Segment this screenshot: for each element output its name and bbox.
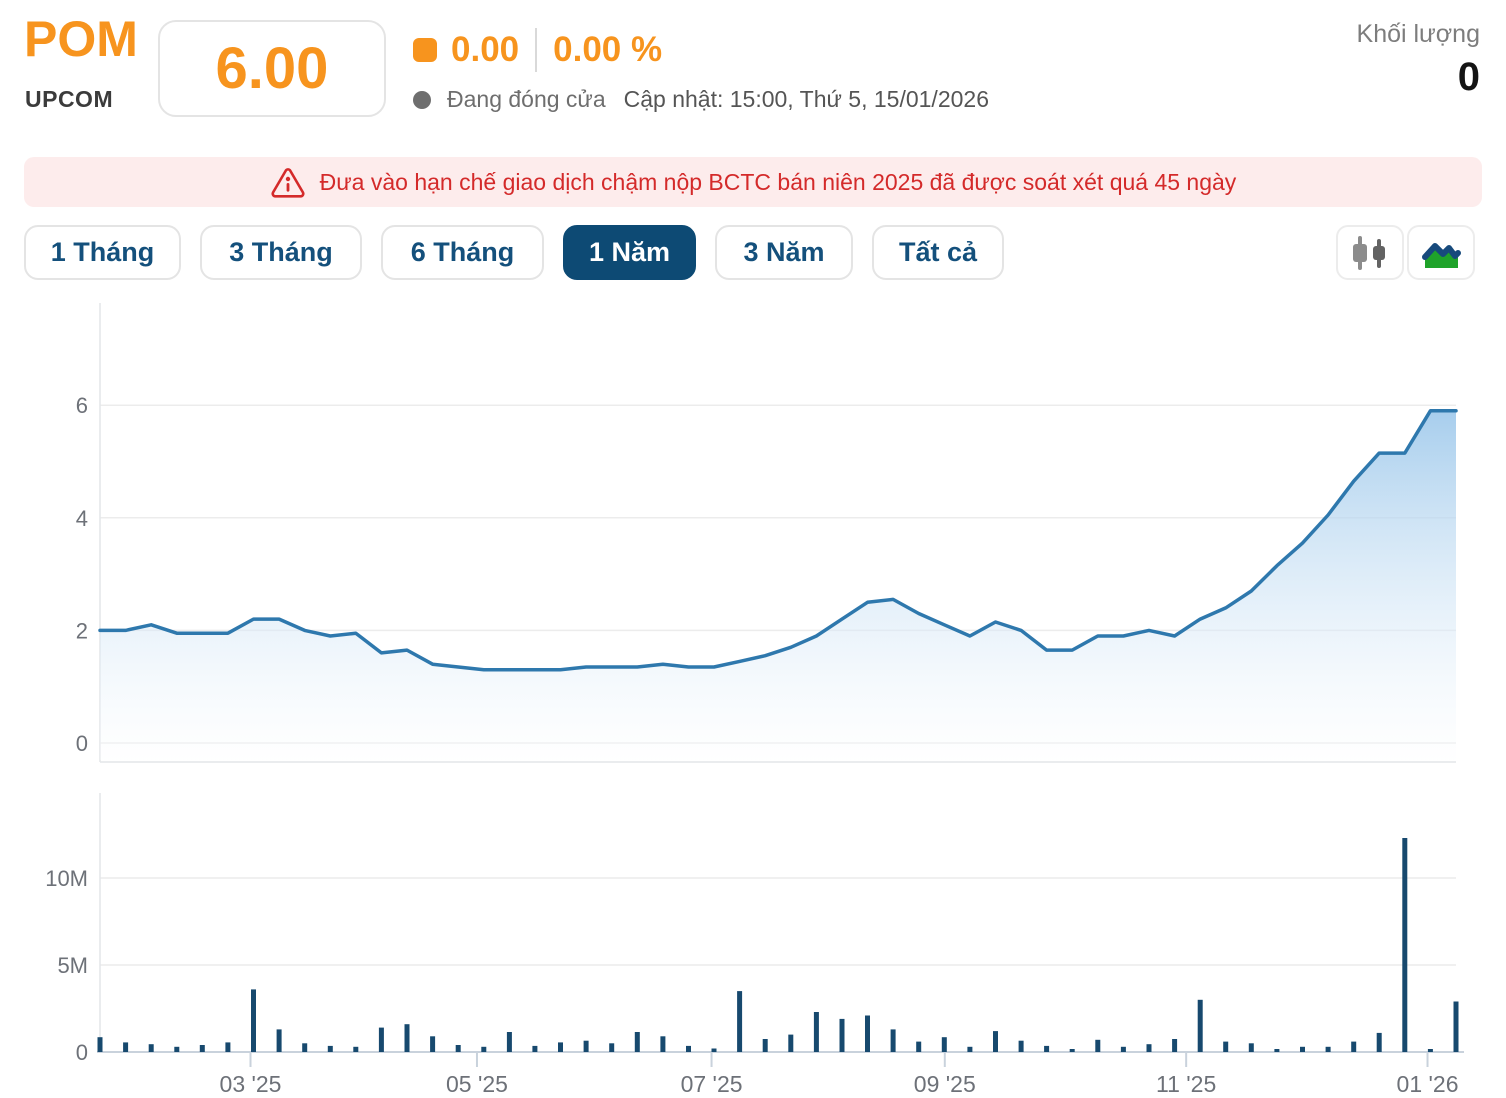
price-grid: 0 2 4 6 — [76, 303, 1456, 763]
price-area — [100, 410, 1456, 760]
last-updated: Cập nhật: 15:00, Thứ 5, 15/01/2026 — [623, 86, 989, 112]
x-axis-label: 03 '25 — [220, 1071, 282, 1097]
price-y-axis-label: 0 — [76, 731, 88, 756]
volume-block: Khối lượng 0 — [1357, 20, 1480, 100]
volume-bars — [97, 838, 1459, 1052]
volume-label: Khối lượng — [1356, 20, 1480, 48]
change-divider — [535, 28, 538, 72]
price-change-row: 0.00 0.00 % — [413, 26, 662, 74]
market-status-row: Đang đóng cửa Cập nhật: 15:00, Thứ 5, 15… — [413, 86, 989, 113]
chart-type-switch — [1336, 225, 1475, 280]
ticker-symbol: POM — [24, 11, 138, 67]
range-tab-tat-ca[interactable]: Tất cả — [872, 225, 1004, 280]
volume-y-axis-label: 5M — [57, 953, 88, 978]
candlestick-icon — [1353, 235, 1385, 270]
market-status: Đang đóng cửa — [447, 86, 606, 112]
change-value: 0.00 — [451, 30, 520, 69]
market-closed-dot-icon — [413, 90, 431, 109]
price-y-axis-label: 2 — [76, 618, 88, 643]
change-percent: 0.00 % — [553, 30, 663, 69]
range-tab-1-nam[interactable]: 1 Năm — [563, 225, 696, 280]
x-axis-label: 09 '25 — [914, 1071, 976, 1097]
range-tab-6-thang[interactable]: 6 Tháng — [381, 225, 544, 280]
price-y-axis-label: 4 — [76, 506, 88, 531]
x-axis: 03 '25 05 '25 07 '25 09 '25 11 '25 01 '26 — [220, 1052, 1459, 1097]
area-chart-icon — [1422, 242, 1461, 268]
volume-grid: 0 5M 10M — [45, 793, 1464, 1065]
range-tab-1-thang[interactable]: 1 Tháng — [24, 225, 181, 280]
x-axis-label: 01 '26 — [1397, 1071, 1459, 1097]
price-y-axis-label: 6 — [76, 393, 88, 418]
warning-text: Đưa vào hạn chế giao dịch chậm nộp BCTC … — [319, 168, 1237, 195]
candlestick-chart-button[interactable] — [1336, 225, 1404, 280]
price-box: 6.00 — [158, 20, 386, 117]
warning-banner: Đưa vào hạn chế giao dịch chậm nộp BCTC … — [24, 157, 1482, 207]
volume-y-axis-label: 10M — [45, 866, 88, 891]
range-toolbar: 1 Tháng 3 Tháng 6 Tháng 1 Năm 3 Năm Tất … — [24, 225, 1475, 280]
x-axis-label: 05 '25 — [446, 1071, 508, 1097]
x-axis-label: 07 '25 — [681, 1071, 743, 1097]
x-axis-label: 11 '25 — [1156, 1071, 1216, 1097]
current-price: 6.00 — [215, 36, 329, 101]
area-chart-button[interactable] — [1407, 225, 1475, 280]
change-flat-icon — [413, 38, 437, 62]
volume-value: 0 — [1457, 55, 1480, 99]
range-tab-3-thang[interactable]: 3 Tháng — [200, 225, 362, 280]
volume-y-axis-label: 0 — [76, 1040, 88, 1065]
price-line — [98, 409, 1458, 672]
range-tab-3-nam[interactable]: 3 Năm — [715, 225, 853, 280]
exchange-label: UPCOM — [25, 86, 114, 112]
warning-icon — [271, 167, 305, 198]
